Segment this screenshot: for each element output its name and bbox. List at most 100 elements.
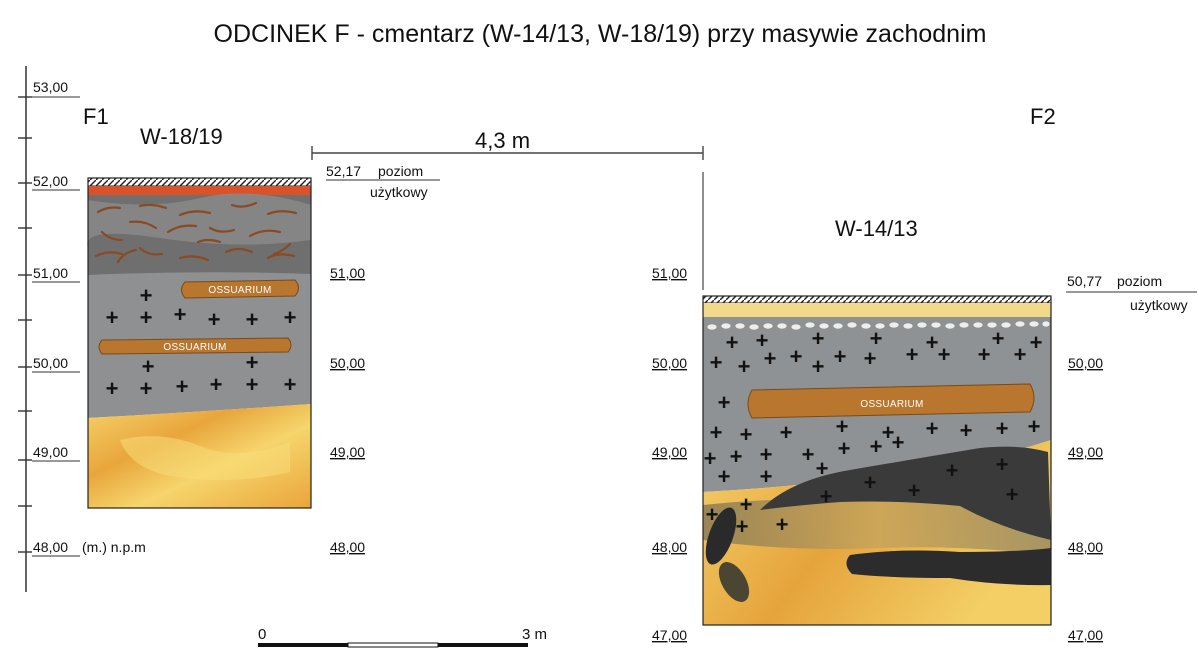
svg-text:+: + xyxy=(706,502,719,527)
svg-text:+: + xyxy=(760,442,773,467)
svg-text:+: + xyxy=(926,330,939,355)
svg-text:+: + xyxy=(1028,414,1041,439)
svg-text:+: + xyxy=(736,514,749,539)
svg-text:+: + xyxy=(978,342,991,367)
svg-text:+: + xyxy=(992,326,1005,351)
svg-text:+: + xyxy=(726,330,739,355)
svg-text:+: + xyxy=(892,430,905,455)
f2-left-level-49: 49,00 xyxy=(652,444,687,460)
f1-marker: F1 xyxy=(83,104,109,129)
figure-title: ODCINEK F - cmentarz (W-14/13, W-18/19) … xyxy=(214,20,987,48)
f2-profile-name: W-14/13 xyxy=(835,216,918,241)
f2-left-level-48: 48,00 xyxy=(652,539,687,555)
svg-text:+: + xyxy=(140,283,153,308)
left-level-51: 51,00 xyxy=(33,265,68,281)
f1-right-level-51: 51,00 xyxy=(330,265,365,281)
left-elevation-axis xyxy=(18,66,80,592)
svg-text:+: + xyxy=(764,346,777,371)
scale-bar xyxy=(258,642,528,648)
svg-text:+: + xyxy=(802,442,815,467)
svg-text:+: + xyxy=(780,420,793,445)
left-level-53: 53,00 xyxy=(33,79,68,95)
f1-usable-word1: poziom xyxy=(378,163,423,179)
svg-text:+: + xyxy=(760,464,773,489)
svg-text:+: + xyxy=(718,390,731,415)
profile-f1-section: + + + + + + + + + + + + + + + xyxy=(87,177,312,509)
svg-text:+: + xyxy=(140,305,153,330)
svg-text:+: + xyxy=(246,350,259,375)
left-level-49: 49,00 xyxy=(33,444,68,460)
scale-bar-end: 3 m xyxy=(522,626,547,643)
f2-left-level-47: 47,00 xyxy=(652,627,687,643)
left-unit-note: (m.) n.p.m xyxy=(82,539,146,555)
svg-text:+: + xyxy=(176,374,189,399)
svg-text:+: + xyxy=(1014,342,1027,367)
f2-right-level-50: 50,00 xyxy=(1068,355,1103,371)
distance-label: 4,3 m xyxy=(475,128,530,153)
f2-left-level-50: 50,00 xyxy=(652,355,687,371)
profile-f2-section: + + + + + + ++ + + + + + + + + + + ++ + + + + + + +… xyxy=(702,295,1052,626)
svg-text:+: + xyxy=(812,326,825,351)
f2-left-level-51: 51,00 xyxy=(652,265,687,281)
svg-text:+: + xyxy=(870,326,883,351)
svg-text:+: + xyxy=(710,350,723,375)
svg-text:+: + xyxy=(208,307,221,332)
svg-text:+: + xyxy=(816,456,829,481)
svg-text:+: + xyxy=(996,416,1009,441)
svg-text:+: + xyxy=(738,354,751,379)
svg-text:+: + xyxy=(246,372,259,397)
svg-text:+: + xyxy=(812,354,825,379)
svg-text:+: + xyxy=(776,512,789,537)
svg-text:+: + xyxy=(106,305,119,330)
f2-usable-value: 50,77 xyxy=(1067,273,1102,289)
f1-usable-value: 52,17 xyxy=(326,163,361,179)
svg-text:+: + xyxy=(926,416,939,441)
svg-text:+: + xyxy=(142,354,155,379)
svg-text:+: + xyxy=(836,414,849,439)
svg-text:+: + xyxy=(946,458,959,483)
f2-marker: F2 xyxy=(1030,104,1056,129)
svg-text:+: + xyxy=(882,420,895,445)
svg-text:+: + xyxy=(996,452,1009,477)
svg-text:+: + xyxy=(1030,330,1043,355)
svg-text:+: + xyxy=(740,422,753,447)
f1-right-level-49: 49,00 xyxy=(330,444,365,460)
f2-right-level-48: 48,00 xyxy=(1068,539,1103,555)
svg-text:+: + xyxy=(870,434,883,459)
svg-text:+: + xyxy=(908,478,921,503)
svg-text:+: + xyxy=(106,376,119,401)
svg-text:+: + xyxy=(864,346,877,371)
svg-text:+: + xyxy=(284,305,297,330)
left-level-52: 52,00 xyxy=(33,173,68,189)
f2-ossuarium-label: OSSUARIUM xyxy=(860,399,923,410)
svg-text:+: + xyxy=(140,376,153,401)
svg-text:+: + xyxy=(1006,482,1019,507)
f1-ossuarium-upper-label: OSSUARIUM xyxy=(208,285,271,296)
f2-usable-word2: użytkowy xyxy=(1130,297,1188,313)
svg-text:+: + xyxy=(718,464,731,489)
svg-text:+: + xyxy=(704,446,717,471)
svg-text:+: + xyxy=(960,418,973,443)
svg-text:+: + xyxy=(838,436,851,461)
f1-profile-name: W-18/19 xyxy=(140,124,223,149)
f2-usable-word1: poziom xyxy=(1117,273,1162,289)
svg-text:+: + xyxy=(834,344,847,369)
svg-text:+: + xyxy=(246,307,259,332)
left-level-48: 48,00 xyxy=(33,539,68,555)
f1-right-level-50: 50,00 xyxy=(330,355,365,371)
f1-usable-word2: użytkowy xyxy=(370,184,428,200)
svg-text:+: + xyxy=(730,444,743,469)
svg-text:+: + xyxy=(740,492,753,517)
svg-text:+: + xyxy=(174,302,187,327)
svg-text:+: + xyxy=(210,372,223,397)
svg-text:+: + xyxy=(864,470,877,495)
svg-text:+: + xyxy=(284,372,297,397)
left-level-50: 50,00 xyxy=(33,355,68,371)
svg-text:+: + xyxy=(938,342,951,367)
svg-text:+: + xyxy=(906,342,919,367)
f2-right-level-49: 49,00 xyxy=(1068,444,1103,460)
scale-bar-start: 0 xyxy=(258,626,266,643)
svg-text:+: + xyxy=(790,344,803,369)
f1-ossuarium-lower-label: OSSUARIUM xyxy=(163,342,226,353)
